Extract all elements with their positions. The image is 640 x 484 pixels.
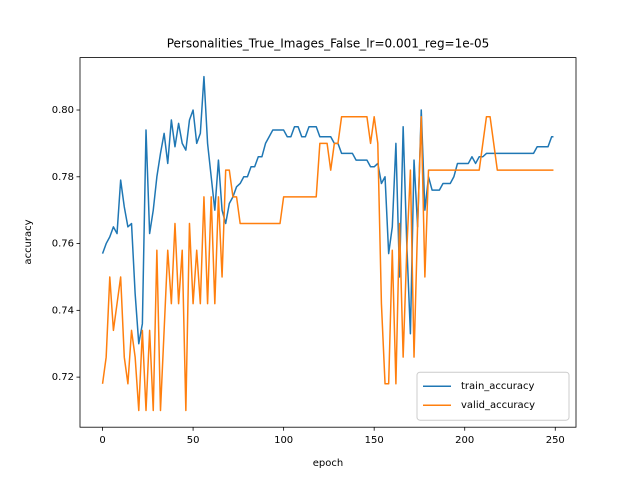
y-tick-label: 0.76 [52,239,74,250]
y-tick-label: 0.74 [52,305,74,316]
y-tick-label: 0.72 [52,372,74,383]
legend-label: valid_accuracy [461,400,535,411]
chart-title: Personalities_True_Images_False_lr=0.001… [167,37,489,51]
series-line [101,75,554,345]
legend-label: train_accuracy [461,381,534,392]
x-axis-label: epoch [313,458,343,469]
y-axis-label: accuracy [23,219,34,264]
legend-box [416,371,570,421]
x-tick-label: 200 [455,435,474,446]
axes-frame [79,57,577,428]
y-tick-label: 0.80 [52,105,74,116]
x-tick-label: 250 [546,435,565,446]
x-tick-label: 100 [274,435,293,446]
series-line [101,115,554,412]
x-tick-label: 0 [99,435,105,446]
x-tick-label: 150 [365,435,384,446]
y-tick-label: 0.78 [52,172,74,183]
x-tick-label: 50 [187,435,200,446]
